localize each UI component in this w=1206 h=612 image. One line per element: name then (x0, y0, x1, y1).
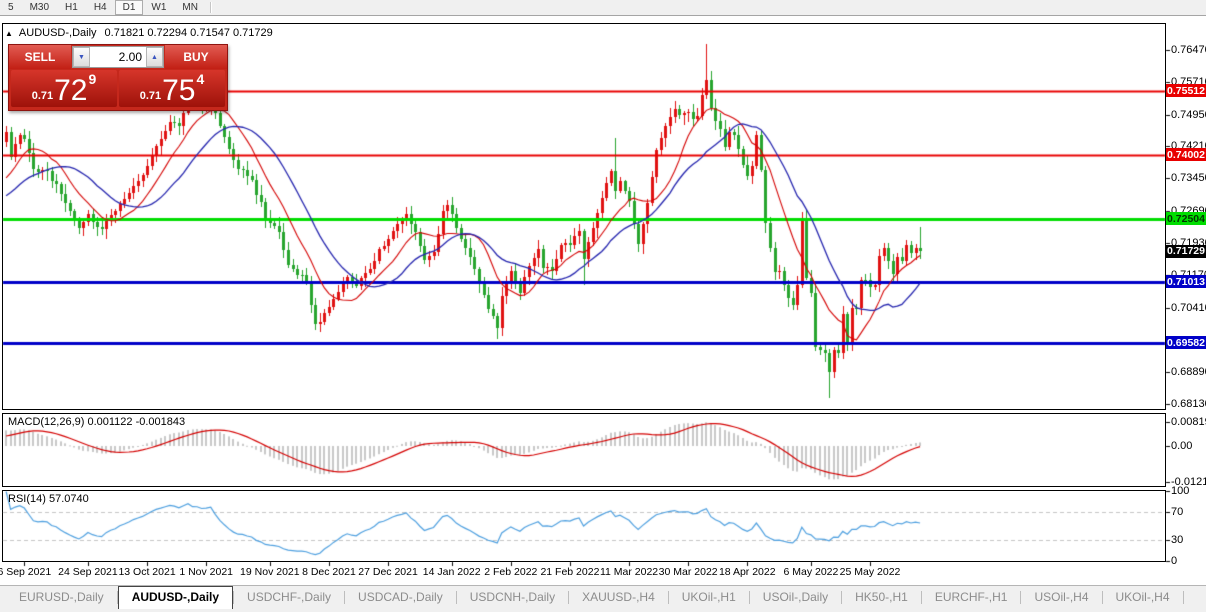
chart-tab-usdchf-daily[interactable]: USDCHF-,Daily (247, 590, 332, 604)
buy-price-prefix: 0.71 (139, 90, 162, 102)
tab-separator (748, 591, 750, 604)
current-price-badge: 0.71729 (1166, 244, 1206, 258)
chart-tab-usdcad-daily[interactable]: USDCAD-,Daily (358, 590, 443, 604)
tab-separator (116, 591, 118, 604)
date-axis-label: 18 Apr 2022 (718, 566, 776, 578)
date-axis-label: 30 Mar 2022 (658, 566, 718, 578)
buy-price-display[interactable]: 0.71 75 4 (119, 70, 225, 107)
rsi-axis-tick-label: 0 (1171, 555, 1178, 567)
chart-tab-audusd-daily[interactable]: AUDUSD-,Daily (117, 586, 234, 609)
volume-spinner: ▼ ▲ (72, 46, 164, 68)
rsi-label: RSI(14) 57.0740 (8, 493, 89, 505)
tab-separator (455, 591, 457, 604)
resistance-price-badge: 0.74002 (1166, 148, 1206, 162)
one-click-trade-panel: SELL ▼ ▲ BUY 0.71 72 9 0.71 75 4 (8, 44, 228, 111)
tab-separator (920, 591, 922, 604)
tab-separator (1101, 591, 1103, 604)
rsi-axis-tick-label: 30 (1171, 534, 1184, 546)
rsi-axis-tick-label: 70 (1171, 506, 1184, 518)
sell-price-display[interactable]: 0.71 72 9 (11, 70, 117, 107)
chart-tab-usoil-daily[interactable]: USOil-,Daily (762, 590, 829, 604)
date-axis-label: 13 Oct 2021 (118, 566, 176, 578)
ohlc-values: 0.71821 0.72294 0.71547 0.71729 (104, 27, 273, 39)
date-axis-label: 21 Feb 2022 (540, 566, 600, 578)
sell-price-pip-digit: 9 (88, 71, 97, 87)
chart-tab-usdcnh-daily[interactable]: USDCNH-,Daily (469, 590, 556, 604)
macd-axis-tick-label: 0.00 (1171, 440, 1193, 452)
date-axis-label: 14 Jan 2022 (422, 566, 481, 578)
date-axis-label: 25 May 2022 (839, 566, 901, 578)
date-axis-label: 2 Feb 2022 (484, 566, 538, 578)
buy-price-pip-digit: 4 (196, 71, 205, 87)
support-price-badge: 0.71013 (1166, 275, 1206, 289)
date-axis-label: 6 May 2022 (783, 566, 839, 578)
volume-input[interactable] (90, 47, 146, 67)
macd-axis-tick-label: 0.008197 (1171, 415, 1206, 428)
tab-separator (233, 591, 235, 604)
resistance-price-badge: 0.75512 (1166, 84, 1206, 98)
rsi-axis-tick-label: 100 (1171, 485, 1190, 497)
support-price-badge: 0.69582 (1166, 336, 1206, 350)
volume-decrease-button[interactable]: ▼ (73, 47, 90, 67)
tab-separator (667, 591, 669, 604)
symbol-period-label: AUDUSD-,Daily (18, 27, 97, 39)
chart-tab-bar: EURUSD-,Daily AUDUSD-,Daily USDCHF-,Daily U… (0, 585, 1206, 612)
sell-button[interactable]: SELL (9, 45, 71, 69)
sell-price-big-digits: 72 (54, 74, 88, 107)
sell-price-prefix: 0.71 (31, 90, 54, 102)
tab-separator (344, 591, 346, 604)
date-axis-label: 27 Dec 2021 (358, 566, 418, 578)
chart-tab-eurusd-daily[interactable]: EURUSD-,Daily (19, 590, 104, 604)
tab-separator (1020, 591, 1022, 604)
buy-button[interactable]: BUY (165, 45, 227, 69)
chart-title: ▲ AUDUSD-,Daily 0.71821 0.72294 0.71547 … (5, 27, 273, 39)
chart-tab-ukoil-h4[interactable]: UKOil-,H4 (1115, 590, 1170, 604)
buy-price-big-digits: 75 (162, 74, 196, 107)
date-axis-label: 24 Sep 2021 (58, 566, 118, 578)
chart-tab-eurchf-h1[interactable]: EURCHF-,H1 (934, 590, 1008, 604)
chart-tab-xauusd-h4[interactable]: XAUUSD-,H4 (582, 590, 655, 604)
date-axis-label: 11 Mar 2022 (599, 566, 659, 578)
chart-tab-hk50-h1[interactable]: HK50-,H1 (855, 590, 908, 604)
collapse-ohlc-icon[interactable]: ▲ (5, 28, 13, 38)
chart-tab-ukoil-h1[interactable]: UKOil-,H1 (681, 590, 736, 604)
level-price-badge: 0.72504 (1166, 212, 1206, 226)
date-axis-label: 19 Nov 2021 (240, 566, 300, 578)
macd-label: MACD(12,26,9) 0.001122 -0.001843 (8, 416, 186, 428)
tab-separator (568, 591, 570, 604)
tab-separator (841, 591, 843, 604)
tab-separator (1182, 591, 1184, 604)
date-axis-label: 8 Dec 2021 (302, 566, 356, 578)
macd-axis-tick-label: -0.01212 (1171, 475, 1206, 488)
date-axis-label: 6 Sep 2021 (0, 566, 52, 578)
date-axis-label: 1 Nov 2021 (179, 566, 234, 578)
volume-increase-button[interactable]: ▲ (146, 47, 163, 67)
chart-tab-usoil-h4[interactable]: USOil-,H4 (1034, 590, 1089, 604)
